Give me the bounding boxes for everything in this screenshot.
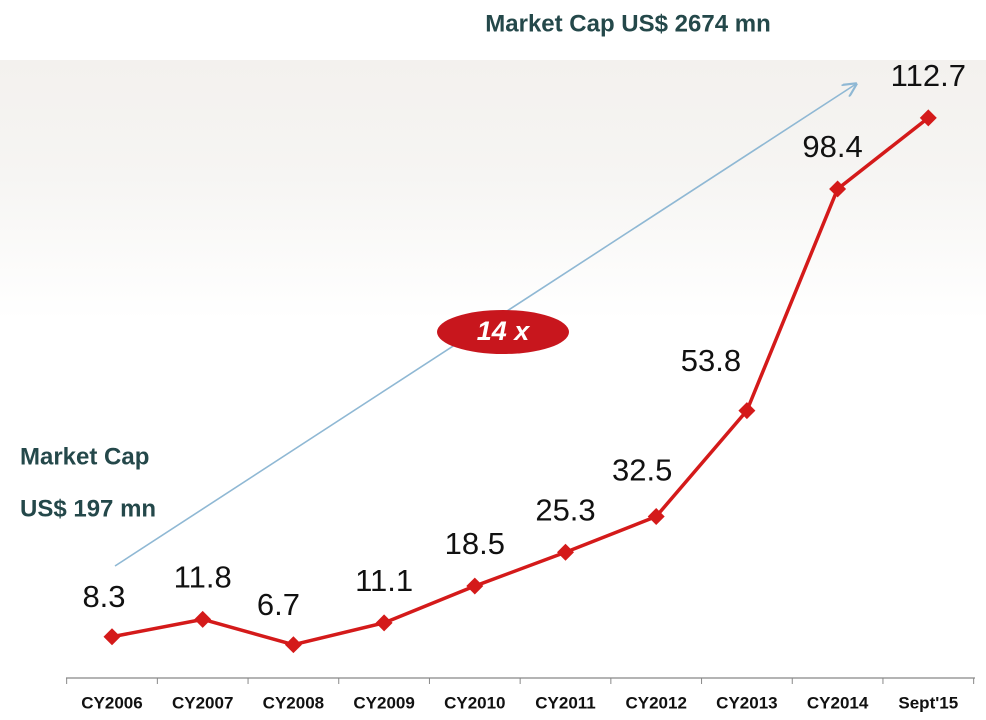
point [284,636,302,654]
point [557,543,574,561]
x-tick-label: CY2007 [172,693,233,712]
start-annotation: US$ 197 mn [20,495,156,522]
point [466,577,484,595]
x-tick-label: CY2014 [807,693,869,712]
x-tick-label: CY2006 [81,693,142,712]
background [0,60,986,320]
point [738,402,756,420]
point [103,628,121,646]
x-tick-label: CY2010 [444,693,505,712]
data-label: 98.4 [802,129,862,164]
growth-badge [437,310,569,354]
line [111,116,930,647]
data-label: 18.5 [445,526,505,561]
data-label: 32.5 [612,453,672,488]
data-label: 25.3 [535,492,595,527]
x-tick-label: CY2009 [353,693,414,712]
x-tick-label: CY2013 [716,693,777,712]
point [919,109,937,127]
data-label: 6.7 [257,587,300,622]
end-annotation: Market Cap US$ 2674 mn [485,10,770,37]
point [829,180,847,198]
point [375,614,393,632]
growth-label: 14 x [477,316,531,346]
x-tick-label: Sept'15 [898,693,958,712]
data-label: 11.1 [355,563,413,598]
data-label: 8.3 [82,579,125,614]
data-label: 112.7 [891,58,966,93]
data-label: 53.8 [681,343,741,378]
x-tick-label: CY2011 [535,693,596,712]
point [194,610,212,628]
start-annotation: Market Cap [20,443,149,470]
point [647,507,665,525]
data-label: 11.8 [174,560,232,595]
x-tick-label: CY2012 [625,693,686,712]
x-tick-label: CY2008 [263,693,324,712]
